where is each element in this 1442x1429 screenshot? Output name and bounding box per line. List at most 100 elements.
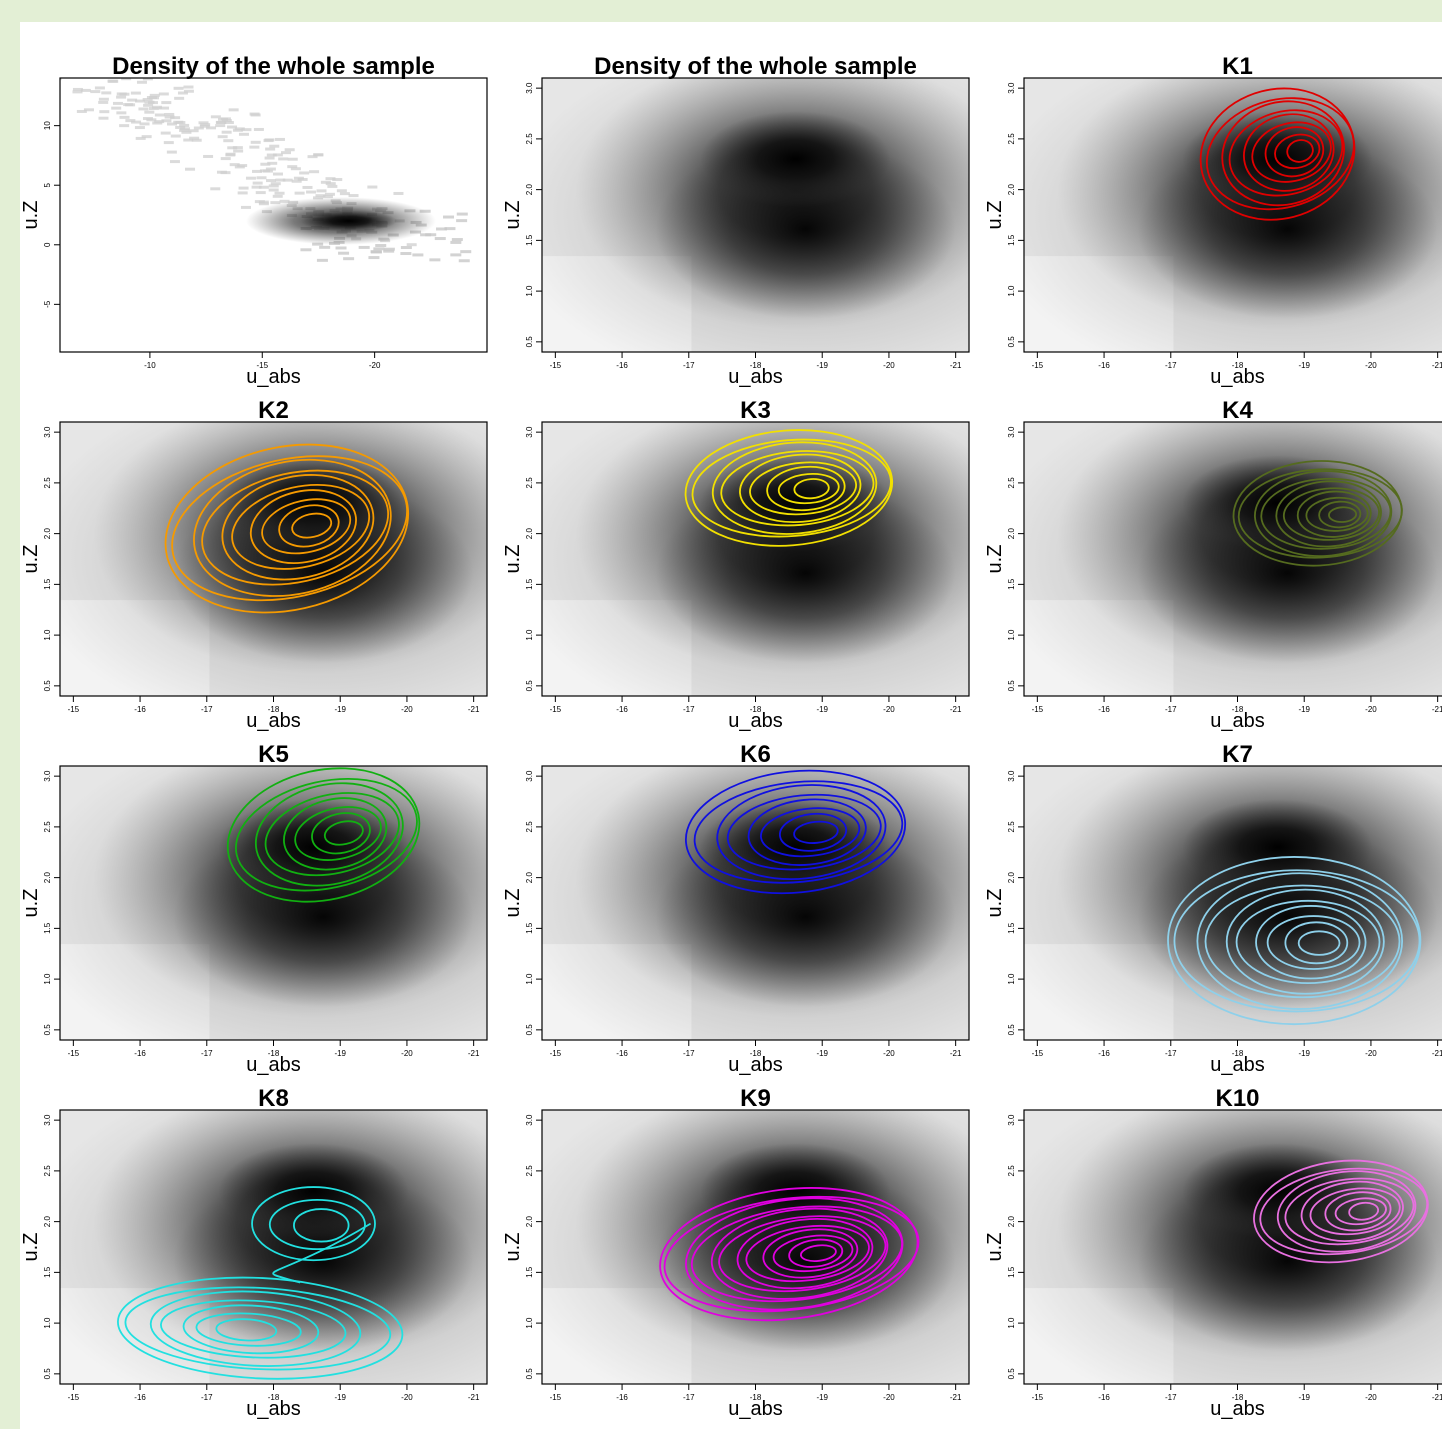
contour-line [117, 1276, 404, 1380]
contour-line [1328, 506, 1358, 523]
density-cell [375, 244, 387, 248]
x-tick-label: -16 [1098, 1393, 1110, 1402]
x-axis-label: u_abs [246, 1398, 301, 1420]
x-tick-label: -16 [134, 705, 146, 714]
plot-frame [59, 77, 488, 353]
y-tick-label: 2.5 [1007, 133, 1016, 145]
panel-6: -15 -16 -17 -18 -19 -20 -21 0.5 1.0 1.5 2.0 2.5 3.0 K… [984, 397, 1442, 732]
density-cell [269, 144, 280, 148]
x-tick-label: -19 [334, 705, 346, 714]
y-tick-label: 2.0 [525, 1216, 534, 1228]
contour-line [1228, 109, 1344, 197]
x-axis-label: u_abs [728, 1054, 783, 1076]
x-tick-label: -20 [883, 361, 895, 370]
panel-10: -15 -16 -17 -18 -19 -20 -21 0.5 1.0 1.5 2.0 2.5 3.0 K… [20, 1085, 488, 1420]
density-cell [72, 90, 83, 94]
density-cell [254, 200, 265, 204]
density-cell [444, 227, 456, 231]
density-cell [149, 96, 160, 100]
y-tick-label: 0.5 [1007, 336, 1016, 348]
density-cell [237, 191, 248, 195]
y-tick-label: 2.5 [525, 821, 534, 833]
x-tick-label: -16 [1098, 705, 1110, 714]
plot-area [542, 422, 969, 696]
density-cell [315, 194, 326, 198]
contour-line [268, 1198, 366, 1251]
density-cell [264, 156, 275, 160]
y-tick-label: 0.5 [1007, 680, 1016, 692]
density-cell [456, 219, 468, 223]
x-tick-label: -10 [144, 361, 156, 370]
density-cell [383, 249, 395, 253]
contour-line [221, 474, 375, 581]
panel-title: Density of the whole sample [594, 53, 917, 80]
density-cell [279, 199, 290, 203]
y-tick-label: 2.0 [525, 184, 534, 196]
density-cell [68, 63, 78, 66]
contour-line [1173, 869, 1421, 1013]
density-cell [98, 100, 109, 104]
density-cell [228, 108, 239, 112]
contour-line [254, 782, 404, 887]
y-axis-label: u.Z [20, 1233, 42, 1262]
panel-12: -15 -16 -17 -18 -19 -20 -21 0.5 1.0 1.5 2.0 2.5 3.0 K… [984, 1085, 1442, 1420]
contour-line [261, 498, 352, 555]
x-axis-label: u_abs [1210, 710, 1265, 732]
plot-area [1024, 766, 1442, 1040]
density-cell [458, 259, 470, 263]
x-axis-label: u_abs [246, 1054, 301, 1076]
y-tick-label: 2.0 [43, 1216, 52, 1228]
panel-3: -15 -16 -17 -18 -19 -20 -21 0.5 1.0 1.5 2.0 2.5 3.0 K… [984, 53, 1442, 388]
contour-line [235, 777, 418, 892]
density-cell [336, 189, 347, 193]
density-cell [316, 258, 328, 262]
y-tick-label: 0.5 [1007, 1024, 1016, 1036]
x-tick-label: -18 [1232, 361, 1244, 370]
density-cell [253, 127, 264, 131]
contour-line [749, 461, 858, 516]
density-cell [206, 126, 217, 130]
density-cell [185, 167, 196, 171]
y-tick-label: 2.0 [525, 872, 534, 884]
x-tick-label: -17 [1165, 705, 1177, 714]
density-cell [98, 97, 109, 101]
density-cell [265, 167, 276, 171]
panel-title: K7 [1222, 741, 1253, 768]
density-cell [237, 164, 248, 168]
x-tick-label: -15 [1032, 1393, 1044, 1402]
density-cell [116, 95, 127, 99]
density-cell [146, 118, 157, 122]
density-cell [121, 78, 132, 81]
density-cell [238, 132, 249, 136]
density-cell [266, 179, 277, 183]
contour-line [1255, 905, 1367, 980]
contour-line [726, 793, 882, 871]
density-cell [400, 246, 412, 250]
panel-7: -15 -16 -17 -18 -19 -20 -21 0.5 1.0 1.5 2.0 2.5 3.0 K… [20, 741, 488, 1076]
y-tick-label: 1.5 [525, 922, 534, 934]
contour-line [195, 1312, 302, 1347]
contour-line [1309, 1187, 1401, 1236]
y-tick-label: 2.0 [1007, 528, 1016, 540]
y-tick-label: 2.0 [1007, 1216, 1016, 1228]
plot-area [542, 766, 969, 1040]
x-tick-label: -18 [268, 705, 280, 714]
y-tick-label: 1.0 [43, 1317, 52, 1329]
contour-line [1204, 884, 1401, 999]
density-cell [164, 115, 175, 119]
density-cell [460, 250, 472, 254]
density-cell [134, 126, 145, 130]
density-cell [287, 165, 298, 169]
density-cell [154, 120, 165, 124]
x-tick-label: -18 [750, 361, 762, 370]
density-cell [250, 140, 261, 144]
x-tick-label: -18 [1232, 705, 1244, 714]
density-cell [83, 108, 94, 112]
y-tick-label: 2.0 [43, 872, 52, 884]
density-cell [406, 243, 417, 247]
x-axis-label: u_abs [728, 1398, 783, 1420]
x-tick-label: -20 [369, 361, 381, 370]
contour-line [720, 450, 875, 527]
density-cell [125, 119, 136, 123]
contour-line [264, 792, 400, 877]
